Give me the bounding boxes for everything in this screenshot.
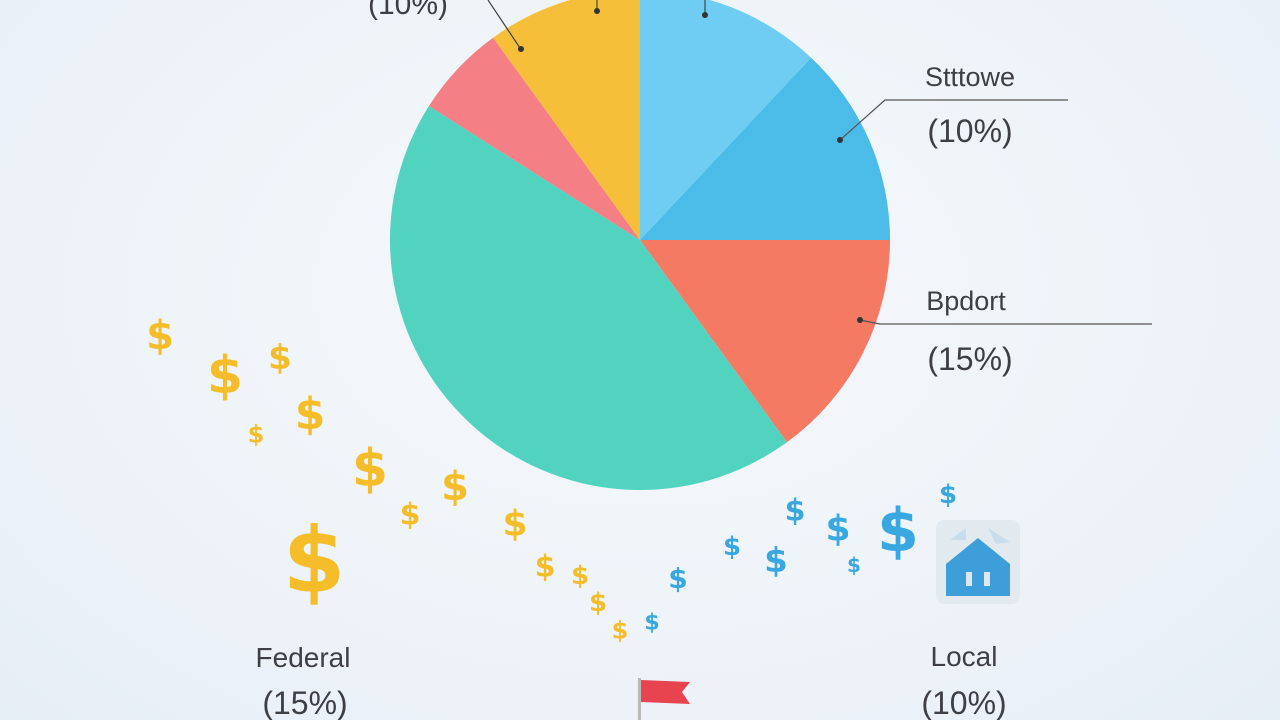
slice-label-stttowe-name: Stttowe bbox=[925, 62, 1015, 92]
blue-dollar-sign-icon: $ bbox=[723, 532, 741, 562]
federal-label: Federal bbox=[256, 642, 351, 673]
gold-dollar-sign-icon: $ bbox=[589, 588, 607, 618]
local-label: Local bbox=[931, 641, 998, 672]
gold-dollar-sign-icon: $ bbox=[295, 388, 326, 439]
leader-dot-bpdort bbox=[857, 317, 863, 323]
slice-label-top-percent: (10%) bbox=[368, 0, 448, 21]
leader-dot-top-left bbox=[518, 46, 524, 52]
gold-dollar-sign-icon: $ bbox=[535, 550, 556, 585]
gold-dollar-sign-icon: $ bbox=[248, 420, 265, 448]
leader-dot-top-mid bbox=[594, 8, 600, 14]
slice-label-stttowe-percent: (10%) bbox=[927, 113, 1012, 149]
blue-dollar-sign-icon: $ bbox=[785, 494, 806, 529]
leader-line-top-left bbox=[487, 0, 521, 49]
gold-dollar-sign-icon: $ bbox=[612, 616, 629, 644]
gold-dollar-sign-icon: $ bbox=[207, 346, 243, 406]
pie-slice-1 bbox=[640, 0, 812, 240]
gold-dollar-sign-icon: $ bbox=[283, 509, 346, 614]
pie-slice-2 bbox=[640, 57, 890, 241]
slice-labels: (10%) Stttowe (10%) Bpdort (15%) Federal… bbox=[256, 0, 1015, 720]
gold-dollar-sign-icon: $ bbox=[352, 439, 388, 499]
blue-dollar-sign-icon: $ bbox=[847, 553, 861, 577]
pie-slice-0 bbox=[493, 0, 640, 240]
pie-slice-5 bbox=[428, 37, 640, 240]
blue-dollar-sign-icon: $ bbox=[825, 509, 850, 550]
gold-dollar-sign-icon: $ bbox=[441, 464, 469, 510]
gold-dollar-sign-icon: $ bbox=[400, 498, 421, 533]
gold-dollar-sign-icon: $ bbox=[571, 561, 589, 591]
local-percent: (10%) bbox=[921, 685, 1006, 720]
federal-percent: (15%) bbox=[262, 685, 347, 720]
blue-dollar-sign-icon: $ bbox=[668, 562, 687, 595]
pie-slice-3 bbox=[640, 240, 890, 443]
blue-dollar-sign-icon: $ bbox=[764, 541, 788, 581]
leader-lines bbox=[487, 0, 1152, 325]
leader-dot-top-right bbox=[702, 12, 708, 18]
blue-dollar-sign-icon: $ bbox=[877, 496, 919, 566]
blue-dollar-sign-icon: $ bbox=[644, 611, 659, 636]
pie-slices bbox=[390, 0, 890, 490]
gold-dollar-sign-icon: $ bbox=[146, 313, 174, 359]
gold-dollar-sign-icon: $ bbox=[502, 504, 527, 545]
gold-dollar-sign-icon: $ bbox=[268, 338, 292, 378]
blue-dollar-stream: $ $ $ $ $ $ $ $ $ bbox=[644, 480, 957, 636]
leader-line-stttowe bbox=[839, 99, 1068, 141]
gold-dollar-stream: $$ $$$$$$$ $$ $$$ bbox=[146, 313, 628, 644]
leader-line-bpdort bbox=[859, 319, 1152, 325]
slice-label-bpdort-percent: (15%) bbox=[927, 341, 1012, 377]
leader-dot-stttowe bbox=[837, 137, 843, 143]
blue-house-icon bbox=[936, 520, 1020, 604]
blue-dollar-sign-icon: $ bbox=[939, 480, 957, 510]
slice-label-bpdort-name: Bpdort bbox=[926, 286, 1006, 316]
pie-slice-4 bbox=[390, 106, 787, 490]
red-flag-icon bbox=[638, 678, 690, 720]
